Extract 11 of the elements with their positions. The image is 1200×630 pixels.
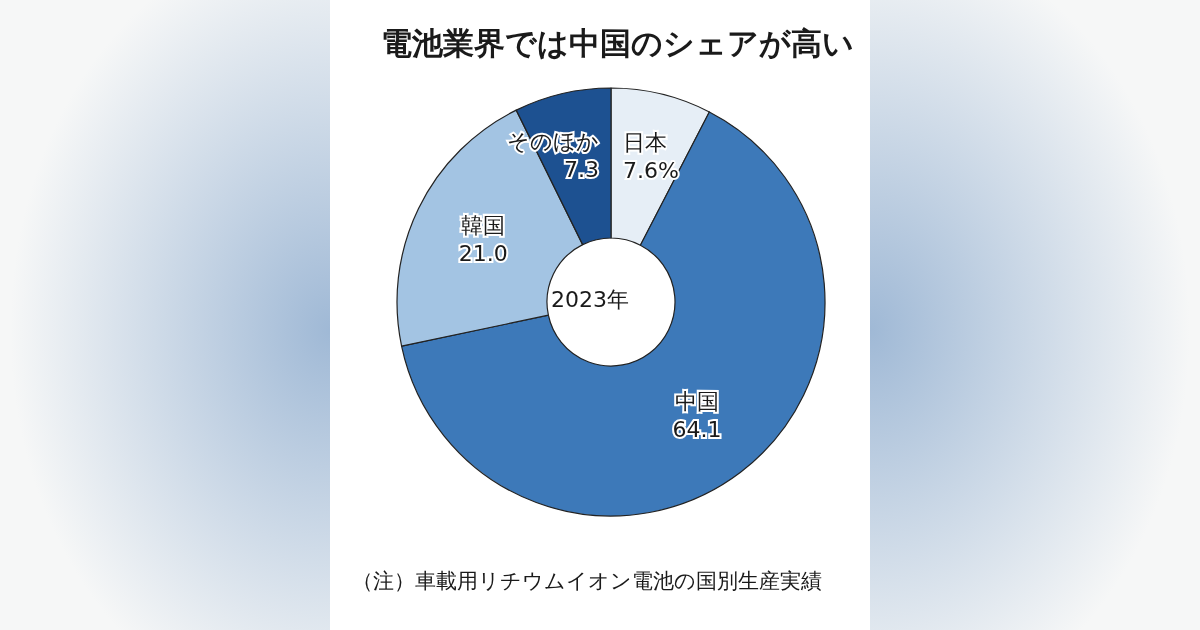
text: （注）車載用リチウムイオン電池の国別生産実績 <box>352 569 822 593</box>
chart-title: 電池業界では中国のシェアが高い <box>380 24 854 61</box>
slice-label: 中国 <box>674 388 719 414</box>
data-label: 21.0 <box>458 241 508 267</box>
text: 2023年 <box>550 286 629 312</box>
slice-label: 韓国 <box>461 213 506 239</box>
data-label: 64.1 <box>672 416 722 442</box>
data-label: 7.6% <box>623 157 679 183</box>
slice-label: そのほか <box>507 129 599 155</box>
data-label: 7.3 <box>564 157 599 183</box>
slice-label: 日本 <box>623 129 667 155</box>
